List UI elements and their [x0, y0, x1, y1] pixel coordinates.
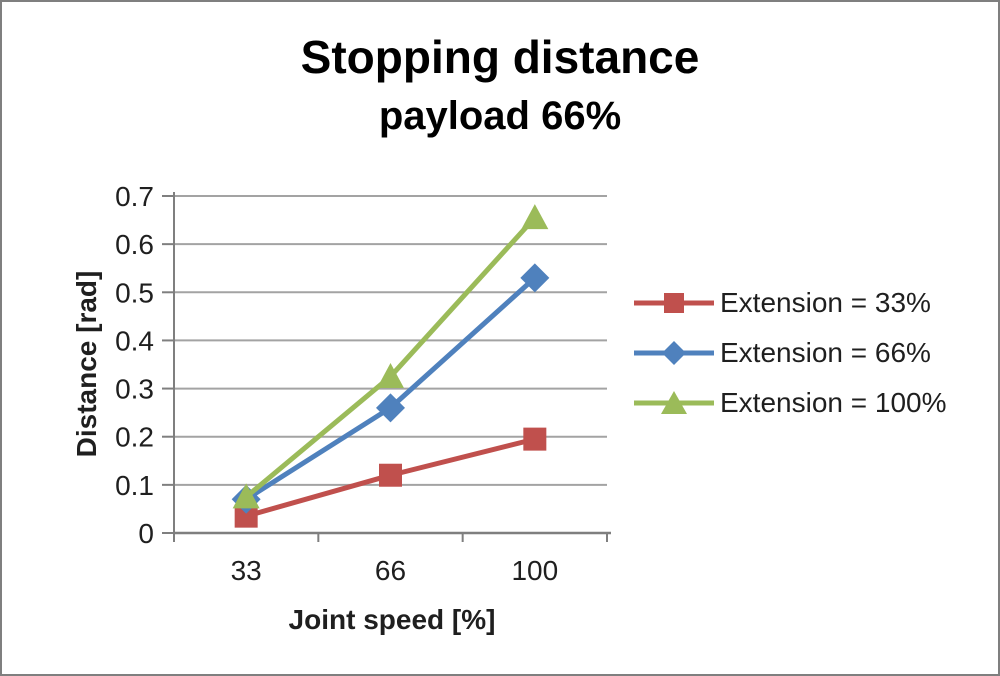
- legend-label: Extension = 100%: [720, 387, 947, 418]
- x-axis-title: Joint speed [%]: [288, 604, 496, 635]
- y-tick-label: 0.3: [115, 374, 154, 405]
- x-tick-label: 66: [375, 555, 406, 586]
- square-marker: [664, 293, 684, 313]
- x-tick-label: 33: [231, 555, 262, 586]
- legend-label: Extension = 66%: [720, 337, 931, 368]
- series-marker-2: [232, 483, 260, 509]
- legend-item-2: Extension = 100%: [634, 386, 947, 420]
- y-tick-label: 0: [138, 518, 154, 549]
- series-marker-1: [376, 393, 405, 423]
- diamond-marker: [662, 341, 686, 365]
- legend-marker-triangle-icon: [634, 391, 714, 414]
- series-marker-1: [520, 263, 550, 293]
- x-tick-label: 100: [511, 555, 558, 586]
- legend-item-1: Extension = 66%: [634, 336, 947, 370]
- y-tick-label: 0.7: [115, 181, 154, 212]
- series-marker-2: [521, 204, 549, 230]
- series-line-2: [244, 215, 537, 499]
- y-tick-label: 0.2: [115, 422, 154, 453]
- y-tick-label: 0.5: [115, 277, 154, 308]
- legend-label: Extension = 33%: [720, 287, 931, 318]
- series-marker-0: [523, 427, 547, 451]
- y-tick-label: 0.6: [115, 229, 154, 260]
- legend-marker-diamond-icon: [634, 341, 714, 365]
- chart-subtitle: payload 66%: [378, 94, 622, 138]
- legend-marker-square-icon: [634, 293, 714, 313]
- triangle-marker: [661, 391, 687, 414]
- chart-title: Stopping distance: [300, 31, 700, 83]
- series-marker-2: [377, 363, 404, 389]
- y-tick-label: 0.1: [115, 470, 154, 501]
- series-marker-0: [234, 504, 258, 528]
- series-marker-0: [379, 463, 402, 487]
- legend: Extension = 33% Extension = 66% Extension …: [634, 286, 947, 436]
- y-tick-label: 0.4: [115, 325, 154, 356]
- legend-item-0: Extension = 33%: [634, 286, 947, 320]
